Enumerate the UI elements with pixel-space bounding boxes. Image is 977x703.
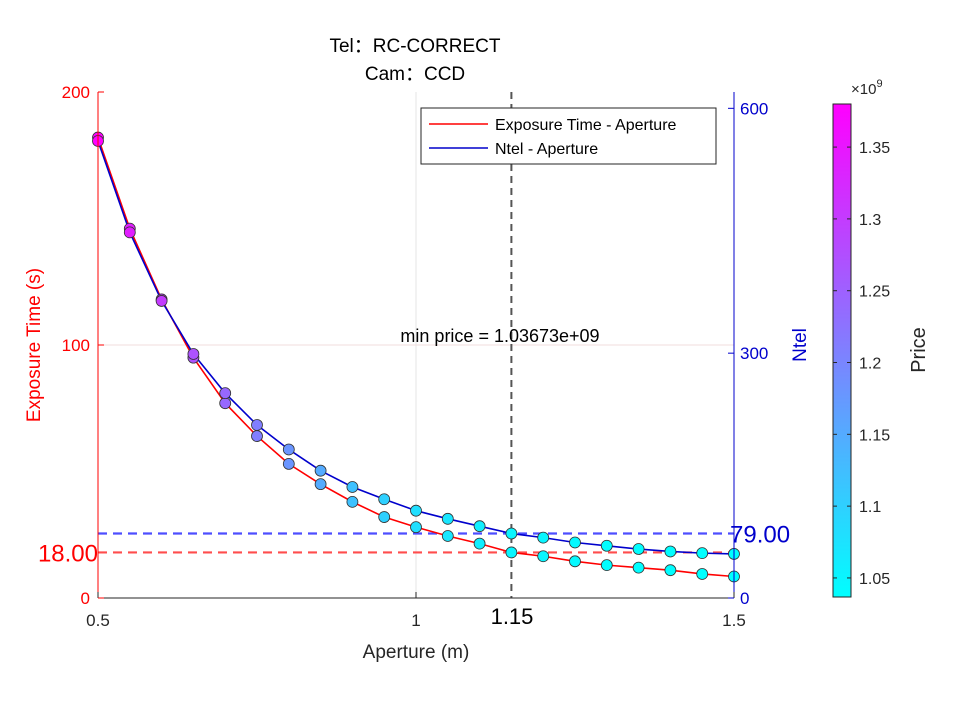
y-right-tick-label-2: 600 [740,99,768,118]
legend-label-ntel: Ntel - Aperture [495,141,598,158]
series-0-point-7 [314,478,327,491]
series-1-point-5 [251,419,263,431]
colorbar-label: Price [908,327,930,373]
colorbar-tick-label-6: 1.35 [859,140,890,157]
series-1-point-14 [537,531,550,544]
series-1-point-1 [123,226,136,239]
x-axis-label: Aperture (m) [363,642,470,663]
series-1-point-8 [346,481,359,493]
colorbar-exponent-base: ×10 [851,81,876,98]
exposure-threshold-label: 18.00 [38,540,98,567]
series-0-point-5 [251,430,263,442]
series-0-point-13 [505,546,518,559]
axis-ticks: 0.5 1 1.5 0 100 200 0 300 600 [62,83,769,630]
chart-title-line-1: Tel：RC-CORRECT [329,36,500,57]
series-markers [92,131,740,583]
colorbar: 1.05 1.1 1.15 1.2 1.25 1.3 1.35 ×109 Price [832,78,930,598]
vline-label: 1.15 [491,604,534,629]
series-1-point-13 [505,527,518,540]
ntel-threshold-label: 79.00 [730,522,790,549]
series-0-point-18 [664,564,677,577]
series-1-point-10 [410,504,422,517]
min-price-annotation: min price = 1.03673e+09 [400,326,599,346]
series-1-point-4 [219,387,232,400]
y-right-axis-label: Ntel [790,328,811,362]
series-1-point-7 [314,464,327,477]
chart-title-line-2: Cam：CCD [365,64,465,85]
y-right-tick-label-1: 300 [740,344,768,363]
series-0-point-6 [282,458,295,470]
series-0-point-15 [569,555,581,568]
y-left-tick-label-0: 0 [81,589,90,608]
colorbar-gradient [832,103,852,598]
x-tick-label-1: 1 [411,611,420,630]
series-0-point-17 [632,561,645,574]
series-1-point-18 [664,545,677,558]
series-1-point-19 [696,547,709,560]
y-left-axis-label: Exposure Time (s) [24,268,45,422]
colorbar-tick-label-1: 1.1 [859,499,881,516]
series-1-point-9 [378,493,391,506]
series-1-point-6 [282,443,295,456]
series-1-point-3 [187,348,200,360]
x-tick-label-2: 1.5 [722,611,746,630]
legend-box [420,107,717,165]
colorbar-exponent-power: 9 [876,78,882,90]
colorbar-tick-label-5: 1.3 [859,212,881,229]
series-0-point-4 [219,397,232,410]
legend-label-exposure: Exposure Time - Aperture [495,117,677,134]
colorbar-tick-label-4: 1.25 [859,284,890,301]
colorbar-exponent: ×109 [851,78,883,98]
threshold-lines [98,532,734,554]
legend: Exposure Time - Aperture Ntel - Aperture [420,107,717,165]
series-1-point-15 [569,536,581,549]
x-tick-label-0: 0.5 [86,611,110,630]
colorbar-tick-label-3: 1.2 [859,356,881,373]
series-0-point-12 [473,537,486,550]
series-0-point-16 [600,559,613,572]
series-1-point-12 [473,520,486,533]
series-0-point-9 [378,511,391,523]
series-1-point-16 [600,539,613,552]
colorbar-tick-label-0: 1.05 [859,571,890,588]
series-0-point-11 [441,530,454,542]
series-0-point-19 [696,568,709,580]
series-0-point-10 [410,521,422,534]
series-1-point-2 [155,295,168,307]
series-0-point-8 [346,495,359,508]
series-1-point-11 [441,512,454,525]
y-left-tick-label-2: 200 [62,83,90,102]
y-left-tick-label-1: 100 [62,336,90,355]
colorbar-ticks: 1.05 1.1 1.15 1.2 1.25 1.3 1.35 [833,140,890,588]
series-0-point-14 [537,550,550,563]
colorbar-tick-label-2: 1.15 [859,427,890,444]
series-1-point-17 [632,543,645,555]
y-right-tick-label-0: 0 [740,589,749,608]
